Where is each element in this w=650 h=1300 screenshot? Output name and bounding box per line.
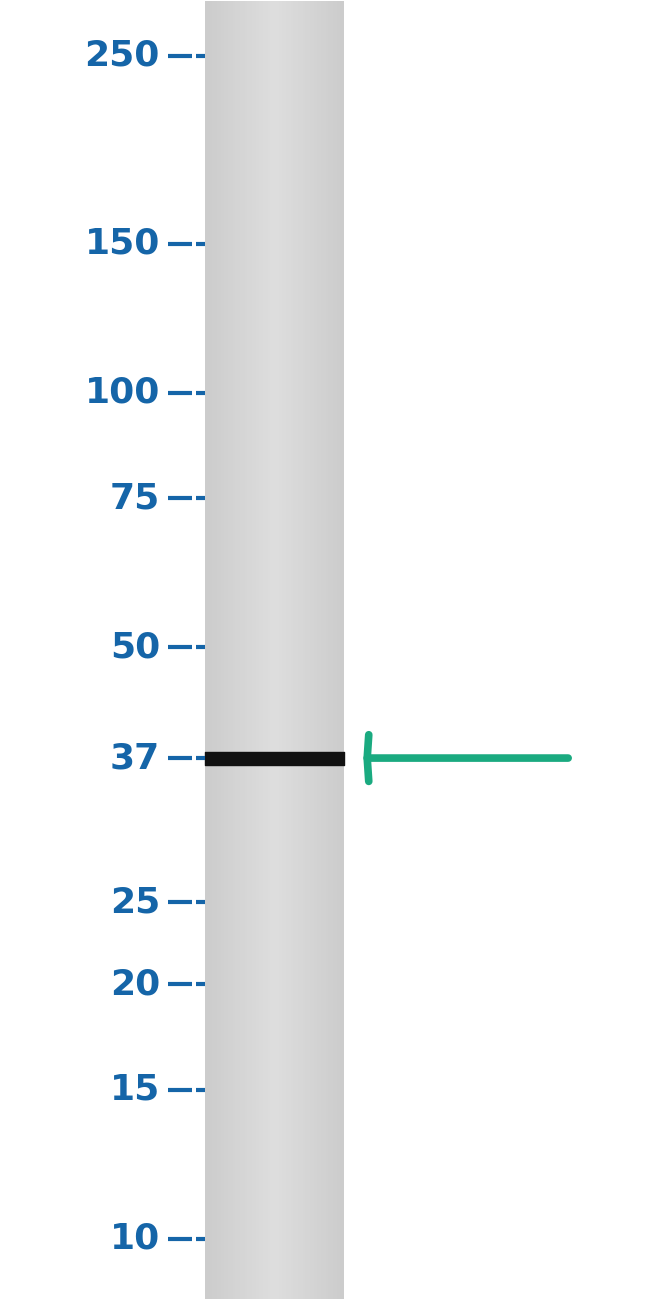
Bar (324, 1, 326, 1299)
Bar (333, 1, 335, 1299)
Bar (217, 1, 219, 1299)
Bar (291, 1, 293, 1299)
Bar (317, 1, 319, 1299)
Bar (293, 1, 296, 1299)
Bar (238, 1, 240, 1299)
Bar (309, 1, 312, 1299)
Text: 20: 20 (110, 967, 160, 1001)
Bar (335, 1, 337, 1299)
Bar (205, 1, 207, 1299)
Bar (337, 1, 340, 1299)
Bar (303, 1, 305, 1299)
Bar (287, 1, 289, 1299)
Text: 75: 75 (110, 481, 160, 515)
Text: 15: 15 (110, 1072, 160, 1106)
Bar (298, 1, 300, 1299)
Bar (266, 1, 268, 1299)
Bar (247, 1, 250, 1299)
Bar (212, 1, 214, 1299)
Bar (305, 1, 307, 1299)
Bar (300, 1, 303, 1299)
Bar (312, 1, 314, 1299)
Bar (321, 1, 324, 1299)
Bar (326, 1, 328, 1299)
Bar (330, 1, 333, 1299)
Bar (228, 1, 231, 1299)
Text: 250: 250 (84, 39, 160, 73)
Bar (250, 1, 252, 1299)
Bar (296, 1, 298, 1299)
Bar (242, 1, 244, 1299)
Bar (280, 1, 282, 1299)
Text: 25: 25 (110, 885, 160, 919)
Bar (261, 1, 263, 1299)
Bar (340, 1, 342, 1299)
Bar (328, 1, 330, 1299)
Bar (244, 1, 247, 1299)
Bar (277, 1, 280, 1299)
Bar (268, 1, 270, 1299)
Bar (270, 1, 272, 1299)
Bar (235, 1, 238, 1299)
Text: 50: 50 (110, 630, 160, 664)
Text: 37: 37 (110, 741, 160, 775)
Bar (207, 1, 210, 1299)
Bar (226, 1, 228, 1299)
Bar (275, 1, 277, 1299)
Bar (256, 1, 259, 1299)
Bar (254, 1, 256, 1299)
Bar (240, 1, 242, 1299)
Bar (272, 1, 275, 1299)
Bar (210, 1, 212, 1299)
Bar (252, 1, 254, 1299)
Bar (342, 1, 345, 1299)
Text: 150: 150 (84, 226, 160, 261)
Bar (284, 1, 287, 1299)
Bar (314, 1, 317, 1299)
Bar (214, 1, 217, 1299)
Bar (307, 1, 309, 1299)
Bar (224, 1, 226, 1299)
Bar (231, 1, 233, 1299)
Text: 100: 100 (84, 376, 160, 410)
Bar (282, 1, 284, 1299)
Text: 10: 10 (110, 1222, 160, 1256)
Bar (259, 1, 261, 1299)
Bar (222, 1, 224, 1299)
Bar (219, 1, 222, 1299)
Bar (233, 1, 235, 1299)
Bar (263, 1, 266, 1299)
Bar (289, 1, 291, 1299)
Bar (319, 1, 321, 1299)
